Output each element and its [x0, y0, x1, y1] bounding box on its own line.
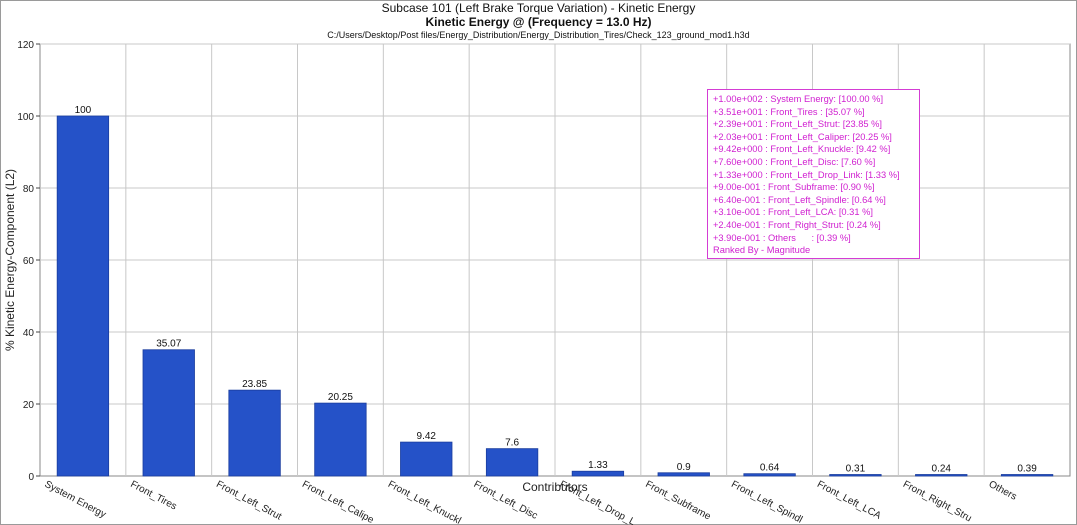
bar-11: [1000, 474, 1054, 477]
x-tick-label-10: Front_Right_Stru: [901, 479, 973, 524]
legend-entry-2: +2.39e+001 : Front_Left_Strut: [23.85 %]: [713, 119, 883, 130]
value-label-7: 0.9: [677, 462, 691, 473]
bar-10: [915, 474, 968, 477]
x-tick-label-4: Front_Left_Knuckl: [386, 479, 463, 525]
bar-5: [485, 448, 539, 477]
legend-entry-4: +9.42e+000 : Front_Left_Knuckle: [9.42 %…: [713, 144, 891, 155]
bar-9: [829, 474, 882, 477]
x-tick-label-1: Front_Tires: [128, 479, 178, 513]
x-axis-title: Contributors: [522, 480, 587, 494]
bar-7: [657, 472, 710, 477]
legend-entry-9: +3.10e-001 : Front_Left_LCA: [0.31 %]: [713, 207, 873, 218]
x-tick-label-3: Front_Left_Calipe: [300, 479, 376, 525]
x-tick-label-8: Front_Left_Spindl: [729, 479, 804, 525]
legend-footer: Ranked By - Magnitude: [713, 245, 811, 256]
legend-entry-8: +6.40e-001 : Front_Left_Spindle: [0.64 %…: [713, 194, 886, 205]
y-tick-label-0: 0: [28, 472, 34, 483]
x-tick-label-7: Front_Subframe: [643, 479, 712, 523]
bar-6: [571, 470, 625, 477]
y-tick-label-4: 80: [23, 184, 35, 195]
bar-2: [228, 389, 281, 477]
legend-entry-5: +7.60e+000 : Front_Left_Disc: [7.60 %]: [713, 156, 876, 167]
value-label-0: 100: [75, 105, 92, 116]
value-label-1: 35.07: [156, 339, 181, 350]
legend-entry-3: +2.03e+001 : Front_Left_Caliper: [20.25 …: [713, 131, 892, 142]
bar-8: [743, 473, 796, 477]
y-tick-label-3: 60: [23, 256, 35, 267]
y-tick-label-6: 120: [17, 40, 34, 51]
value-label-10: 0.24: [932, 464, 952, 475]
value-label-8: 0.64: [760, 463, 780, 474]
x-tick-label-9: Front_Left_LCA: [815, 479, 883, 522]
chart-source-path: C:/Users/Desktop/Post files/Energy_Distr…: [327, 30, 750, 40]
y-tick-label-2: 40: [23, 328, 35, 339]
bar-0: [56, 115, 110, 477]
bar-4: [400, 441, 453, 477]
legend-entry-7: +9.00e-001 : Front_Subframe: [0.90 %]: [713, 182, 875, 193]
chart-legend: +1.00e+002 : System Energy: [100.00 %] +3…: [707, 89, 920, 259]
legend-entry-0: +1.00e+002 : System Energy: [100.00 %]: [713, 94, 884, 104]
legend-entry-10: +2.40e-001 : Front_Right_Strut: [0.24 %]: [713, 219, 881, 230]
chart-title: Subcase 101 (Left Brake Torque Variation…: [381, 1, 696, 15]
chart-subtitle: Kinetic Energy @ (Frequency = 13.0 Hz): [425, 15, 652, 29]
bar-1: [142, 349, 195, 477]
value-label-6: 1.33: [588, 460, 608, 471]
value-label-5: 7.6: [505, 438, 519, 449]
x-tick-label-0: System Energy: [43, 479, 108, 521]
legend-entry-11: +3.90e-001 : Others : [0.39 %]: [713, 232, 851, 243]
x-tick-label-2: Front_Left_Strut: [214, 479, 283, 523]
legend-entry-1: +3.51e+001 : Front_Tires : [35.07 %]: [713, 106, 865, 117]
value-label-4: 9.42: [417, 431, 437, 442]
bar-3: [314, 402, 367, 477]
value-label-11: 0.39: [1017, 464, 1037, 475]
x-tick-label-11: Others: [987, 479, 1019, 503]
legend-entry-6: +1.33e+000 : Front_Left_Drop_Link: [1.33…: [713, 169, 900, 180]
value-label-3: 20.25: [328, 392, 353, 403]
y-axis-title: % Kinetic Energy-Component (L2): [3, 169, 17, 351]
value-label-9: 0.31: [846, 464, 866, 475]
value-label-2: 23.85: [242, 379, 267, 390]
y-tick-label-5: 100: [17, 112, 34, 123]
y-tick-label-1: 20: [23, 400, 35, 411]
